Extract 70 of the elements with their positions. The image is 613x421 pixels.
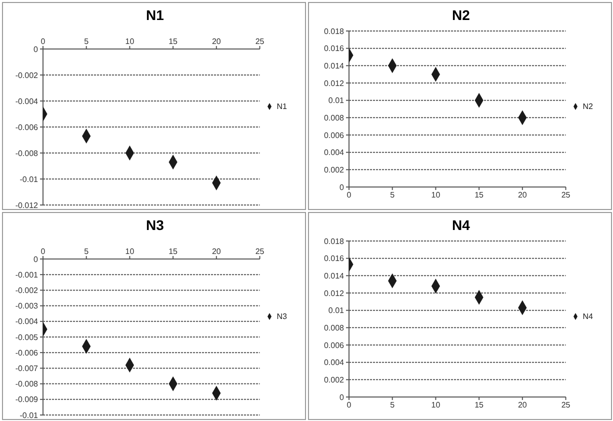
chart-title: N2 bbox=[451, 7, 471, 23]
legend-label: N2 bbox=[582, 102, 593, 110]
x-tick-label: 5 bbox=[390, 190, 396, 200]
y-tick-label: -0.01 bbox=[20, 174, 39, 184]
legend-label: N3 bbox=[276, 312, 287, 320]
x-tick-label: 15 bbox=[474, 400, 484, 410]
y-tick-label: -0.008 bbox=[15, 380, 39, 389]
y-tick-label: -0.004 bbox=[15, 317, 39, 326]
x-tick-label: 25 bbox=[561, 190, 571, 200]
x-tick-label: 0 bbox=[346, 400, 352, 410]
y-tick-label: 0.016 bbox=[324, 254, 345, 264]
y-tick-label: 0 bbox=[34, 254, 39, 264]
y-tick-label: -0.009 bbox=[15, 395, 39, 404]
y-tick-label: 0.002 bbox=[324, 166, 345, 175]
y-tick-label: 0.018 bbox=[324, 236, 345, 246]
y-tick-label: 0.018 bbox=[324, 26, 345, 36]
x-tick-label: 5 bbox=[84, 37, 90, 46]
y-tick-label: -0.012 bbox=[15, 200, 39, 210]
x-tick-label: 5 bbox=[390, 400, 396, 410]
y-tick-label: -0.01 bbox=[20, 410, 39, 420]
x-tick-label: 25 bbox=[255, 247, 265, 256]
x-tick-label: 5 bbox=[84, 247, 90, 256]
y-tick-label: 0.006 bbox=[324, 340, 345, 350]
y-tick-label: -0.002 bbox=[15, 286, 39, 296]
x-tick-label: 0 bbox=[40, 247, 46, 256]
x-tick-label: 10 bbox=[125, 247, 135, 256]
x-tick-label: 10 bbox=[431, 190, 441, 200]
legend-label: N1 bbox=[276, 102, 287, 110]
x-tick-label: 15 bbox=[168, 37, 178, 46]
x-tick-label: 0 bbox=[346, 190, 352, 200]
y-tick-label: 0.004 bbox=[324, 358, 345, 368]
x-tick-label: 10 bbox=[125, 37, 135, 46]
y-tick-label: 0.01 bbox=[328, 306, 345, 316]
legend-label: N4 bbox=[582, 312, 593, 320]
chart-title: N1 bbox=[145, 7, 165, 23]
chart-title: N4 bbox=[451, 217, 471, 233]
y-tick-label: 0.006 bbox=[324, 130, 345, 140]
y-tick-label: -0.007 bbox=[15, 364, 39, 374]
y-tick-label: 0.008 bbox=[324, 324, 345, 333]
y-tick-label: -0.006 bbox=[15, 122, 39, 132]
y-tick-label: -0.008 bbox=[15, 148, 39, 158]
y-tick-label: 0 bbox=[34, 44, 39, 54]
y-tick-label: 0.012 bbox=[324, 78, 345, 88]
x-tick-label: 25 bbox=[255, 37, 265, 46]
y-tick-label: 0 bbox=[340, 392, 345, 402]
y-tick-label: 0 bbox=[340, 182, 345, 192]
y-tick-label: 0.016 bbox=[324, 44, 345, 54]
y-tick-label: -0.003 bbox=[15, 302, 39, 311]
x-tick-label: 25 bbox=[561, 400, 571, 410]
y-tick-label: -0.004 bbox=[15, 96, 39, 106]
x-tick-label: 15 bbox=[474, 190, 484, 200]
x-tick-label: 10 bbox=[431, 400, 441, 410]
y-tick-label: 0.012 bbox=[324, 288, 345, 298]
x-tick-label: 20 bbox=[212, 247, 222, 256]
x-tick-label: 15 bbox=[168, 247, 178, 256]
x-tick-label: 20 bbox=[518, 400, 528, 410]
y-tick-label: 0.002 bbox=[324, 376, 345, 385]
x-tick-label: 0 bbox=[40, 37, 46, 46]
y-tick-label: -0.005 bbox=[15, 332, 39, 342]
y-tick-label: 0.008 bbox=[324, 114, 345, 123]
x-tick-label: 20 bbox=[518, 190, 528, 200]
y-tick-label: 0.014 bbox=[324, 62, 345, 71]
chart-title: N3 bbox=[145, 217, 165, 233]
x-tick-label: 20 bbox=[212, 37, 222, 46]
y-tick-label: -0.006 bbox=[15, 348, 39, 358]
y-tick-label: -0.002 bbox=[15, 70, 39, 80]
y-tick-label: 0.014 bbox=[324, 272, 345, 281]
y-tick-label: 0.01 bbox=[328, 96, 345, 106]
y-tick-label: -0.001 bbox=[15, 270, 39, 280]
y-tick-label: 0.004 bbox=[324, 148, 345, 158]
